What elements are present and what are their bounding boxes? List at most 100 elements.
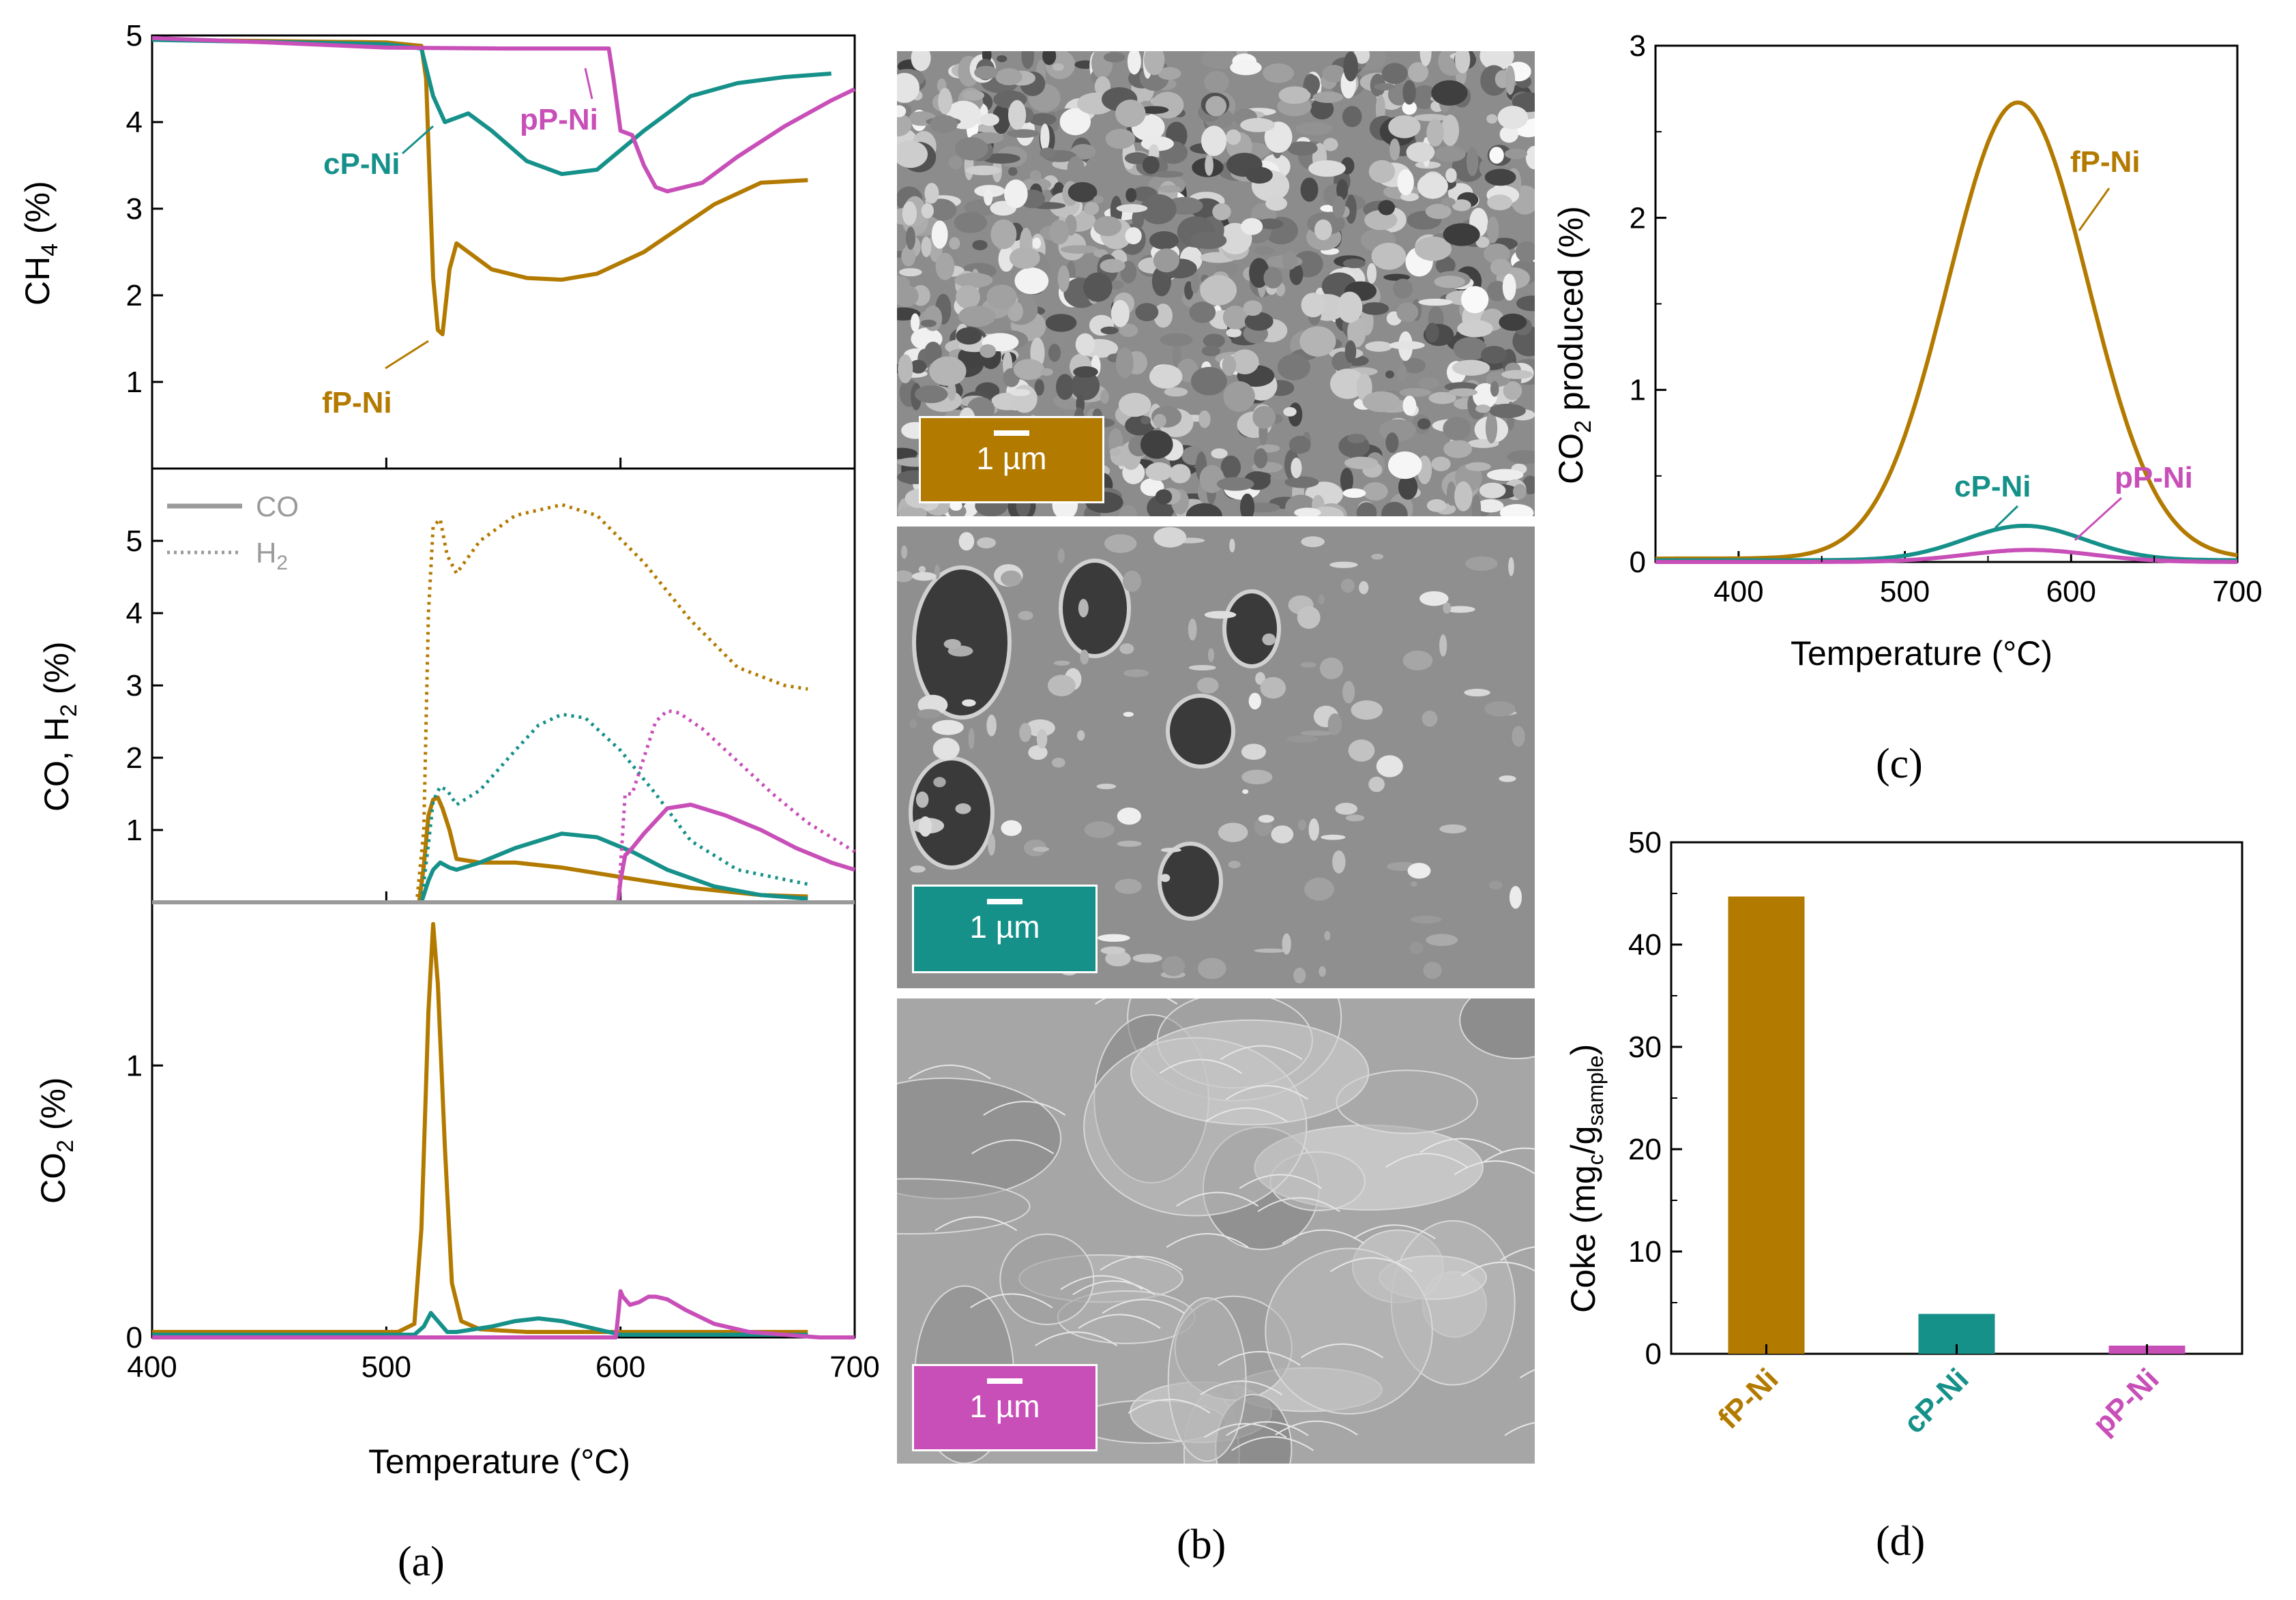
particle <box>1164 387 1188 397</box>
particle <box>1151 91 1184 119</box>
panel-label-a: (a) <box>398 1539 445 1585</box>
flake <box>918 816 932 837</box>
flake <box>1188 619 1197 641</box>
particle <box>1083 272 1113 302</box>
c-ylabel: CO2 produced (%) <box>1552 206 1596 484</box>
particle <box>1347 316 1366 348</box>
particle <box>1499 503 1534 516</box>
particle <box>1059 108 1091 136</box>
legend-h2-label: H2 <box>256 537 288 574</box>
particle <box>1481 346 1507 364</box>
flake <box>1123 669 1149 677</box>
particle <box>1294 507 1321 516</box>
particle <box>1105 128 1136 149</box>
particle <box>1093 195 1104 204</box>
flake <box>1298 819 1307 831</box>
layer-line <box>1483 1147 1535 1163</box>
particle <box>1402 396 1417 416</box>
particle <box>909 359 927 374</box>
particle <box>1408 62 1429 83</box>
particle <box>1140 430 1173 459</box>
particle <box>1502 273 1516 301</box>
layer-line <box>1275 1420 1358 1436</box>
flake <box>1332 850 1346 874</box>
flake <box>1053 660 1070 666</box>
flake <box>932 737 960 760</box>
flake <box>1359 581 1369 595</box>
flake <box>1254 948 1287 953</box>
a-mid-legend: CO H2 <box>167 490 299 574</box>
a-mid-ylabel: CO, H2 (%) <box>38 642 82 812</box>
d-ylabel: Coke (mgc/gsample) <box>1564 1044 1608 1313</box>
particle <box>1216 477 1254 491</box>
flake <box>910 865 926 873</box>
particle <box>1434 276 1466 288</box>
particle <box>948 155 963 170</box>
particle <box>954 212 987 233</box>
particle <box>1198 410 1211 428</box>
layer-line <box>1419 1138 1503 1153</box>
particle <box>1486 469 1524 482</box>
series-fp-ni <box>152 921 808 1334</box>
pore <box>909 756 995 870</box>
particle <box>980 113 999 126</box>
panel-a-top-frame <box>151 34 856 470</box>
layer-line <box>1128 1398 1211 1414</box>
particle <box>1109 280 1124 290</box>
flake <box>958 532 975 551</box>
particle <box>897 284 919 308</box>
flake <box>968 728 975 750</box>
chart-a-top: 1 2 3 4 5 <box>126 19 856 469</box>
flake <box>1410 915 1442 924</box>
flake <box>1340 578 1355 593</box>
panel-a-mid-frame <box>151 467 856 904</box>
particle <box>1257 218 1284 229</box>
particle <box>954 272 993 288</box>
particle <box>1344 456 1379 469</box>
particle <box>947 381 956 401</box>
layer-line <box>1072 1280 1156 1296</box>
particle <box>1057 265 1070 293</box>
flake <box>1132 953 1162 963</box>
particle <box>1125 188 1137 203</box>
particle <box>1446 481 1456 506</box>
flake <box>1258 814 1275 823</box>
annot-pp-label: pP-Ni <box>520 103 598 136</box>
particle <box>1140 194 1177 224</box>
particle <box>897 105 907 117</box>
particle <box>1212 203 1231 221</box>
particle <box>1385 432 1399 453</box>
particle <box>1021 51 1035 70</box>
particle <box>1381 501 1408 516</box>
particle <box>1100 389 1109 404</box>
particle <box>1431 80 1468 106</box>
flake <box>986 714 997 737</box>
flake <box>1422 710 1438 727</box>
particle <box>1310 98 1334 120</box>
particle <box>1289 435 1311 454</box>
particle <box>911 51 931 72</box>
particle <box>1414 236 1452 261</box>
scalebar-label: 1 µm <box>969 1389 1040 1424</box>
y-tick-label: 5 <box>126 19 143 53</box>
pore <box>1222 589 1281 668</box>
particle <box>1004 179 1028 209</box>
particle <box>1240 117 1276 132</box>
particle <box>924 341 942 364</box>
particle <box>902 201 917 226</box>
flake <box>1348 739 1375 762</box>
flake <box>1426 934 1458 947</box>
particle <box>898 506 928 516</box>
c-pp-leader <box>2074 497 2123 542</box>
x-tick-label: 500 <box>362 1350 411 1384</box>
particle <box>1075 333 1095 356</box>
series-cp-ni <box>151 38 831 177</box>
a-xlabel: Temperature (°C) <box>368 1442 630 1481</box>
c-fp-leader <box>2078 188 2110 231</box>
layer-line <box>1205 1107 1288 1123</box>
particle <box>986 284 1017 310</box>
flake <box>1119 643 1134 655</box>
particle <box>1149 231 1179 250</box>
a-top-ylabel: CH4 (%) <box>18 181 63 306</box>
flake <box>1464 688 1490 697</box>
